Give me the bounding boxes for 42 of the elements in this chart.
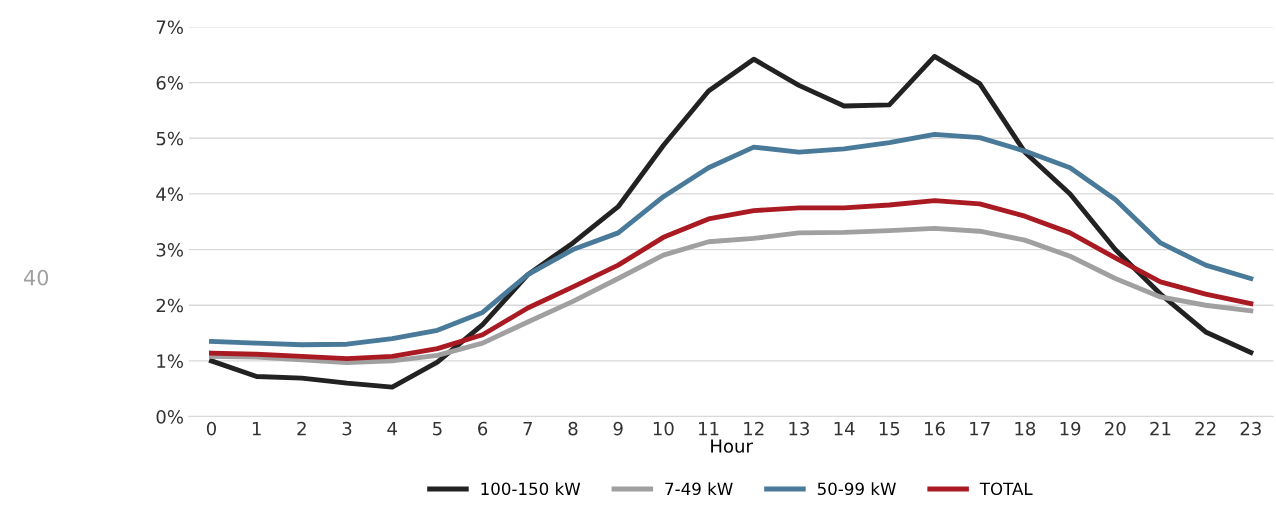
x-tick-label: 12 bbox=[744, 421, 764, 436]
line-series bbox=[209, 54, 1254, 390]
x-tick-label: 22 bbox=[1195, 421, 1216, 436]
x-tick-label: 16 bbox=[925, 421, 945, 436]
x-tick-label: 14 bbox=[834, 421, 855, 436]
x-tick-label: 3 bbox=[342, 421, 352, 436]
text: 40 bbox=[23, 269, 49, 286]
x-tick-label: 7 bbox=[523, 421, 532, 436]
y-tick-label: 3% bbox=[156, 243, 183, 257]
legend-label: TOTAL bbox=[979, 482, 1033, 496]
y-tick-label: 7% bbox=[156, 20, 183, 35]
y-tick-label: 4% bbox=[156, 187, 183, 202]
x-axis-title: Hour bbox=[711, 439, 753, 453]
x-tick-label: 0 bbox=[206, 421, 216, 436]
x-tick-label: 19 bbox=[1060, 421, 1081, 436]
line-series bbox=[209, 225, 1254, 365]
y-tick-label: 1% bbox=[157, 354, 183, 369]
x-tick-label: 10 bbox=[653, 421, 674, 436]
y-tick-label: 0% bbox=[156, 410, 183, 424]
x-tick-label: 18 bbox=[1015, 421, 1036, 436]
x-tick-label: 13 bbox=[789, 421, 809, 436]
y-tick-label: 6% bbox=[156, 76, 183, 90]
x-tick-label: 20 bbox=[1105, 421, 1126, 436]
x-tick-label: 2 bbox=[297, 421, 306, 436]
legend-label: 7-49 kW bbox=[665, 482, 733, 496]
line-series bbox=[209, 198, 1254, 362]
x-tick-label: 23 bbox=[1240, 421, 1261, 436]
line-series bbox=[209, 131, 1254, 348]
y-tick-label: 5% bbox=[156, 131, 183, 146]
x-tick-label: 21 bbox=[1150, 421, 1171, 436]
legend-label: 100-150 kW bbox=[481, 482, 581, 496]
x-tick-label: 4 bbox=[387, 421, 397, 436]
x-tick-label: 15 bbox=[879, 421, 900, 436]
y-tick-label: 2% bbox=[156, 298, 183, 313]
x-tick-label: 5 bbox=[433, 421, 442, 436]
x-tick-label: 8 bbox=[568, 421, 578, 436]
x-tick-label: 1 bbox=[252, 421, 261, 436]
legend-label: 50-99 kW bbox=[817, 482, 896, 496]
x-tick-label: 6 bbox=[478, 421, 488, 436]
x-tick-label: 17 bbox=[970, 421, 990, 436]
x-tick-label: 11 bbox=[699, 421, 719, 436]
x-tick-label: 9 bbox=[613, 421, 623, 436]
